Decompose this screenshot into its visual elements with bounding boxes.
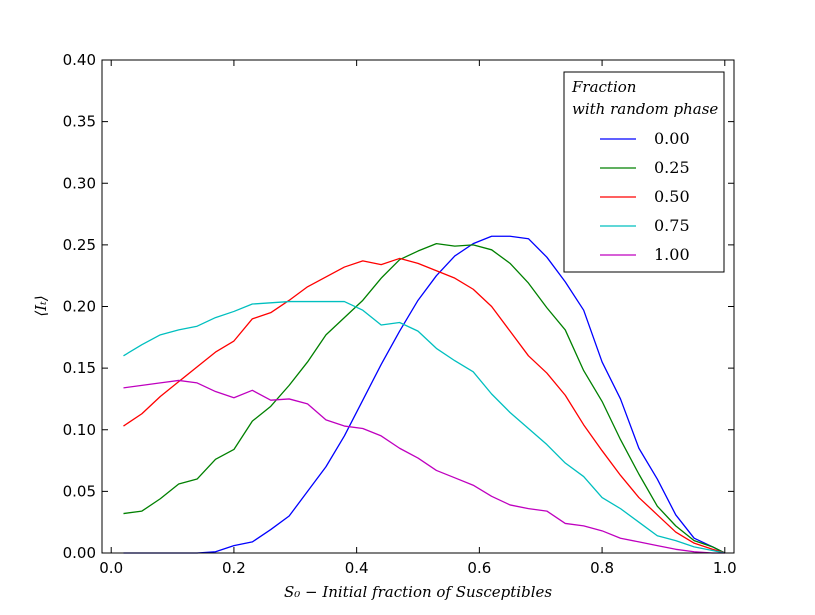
series-layer [123, 235, 726, 554]
legend-label-0.75: 0.75 [654, 216, 690, 235]
series-line-0.25 [123, 242, 726, 554]
x-tick-label: 0.8 [590, 559, 614, 577]
legend-title-line-1: Fraction [571, 78, 636, 96]
x-axis-label: S₀ − Initial fraction of Susceptibles [284, 583, 552, 601]
series-line-0.50 [123, 257, 725, 554]
legend-label-0.25: 0.25 [654, 158, 690, 177]
x-tick-label: 0.2 [222, 559, 246, 577]
x-tick-label: 0.0 [99, 559, 123, 577]
legend-box [563, 71, 725, 273]
y-tick-label: 0.00 [63, 544, 96, 562]
y-tick-label: 0.30 [63, 174, 96, 192]
y-tick-label: 0.25 [63, 236, 96, 254]
y-tick-label: 0.10 [63, 421, 96, 439]
y-tick-label: 0.35 [63, 113, 96, 131]
series-line-1.00 [123, 379, 725, 554]
y-tick-label: 0.20 [63, 298, 96, 316]
legend-label-0.50: 0.50 [654, 187, 690, 206]
ticks-layer: 0.0 0.2 0.4 0.6 0.8 1.0 0.00 0.05 0.10 0.15 0.20 0.… [63, 51, 737, 577]
x-tick-label: 1.0 [713, 559, 737, 577]
y-tick-label: 0.15 [63, 359, 96, 377]
y-tick-label: 0.40 [63, 51, 96, 69]
y-tick-label: 0.05 [63, 482, 96, 500]
x-tick-label: 0.4 [345, 559, 369, 577]
legend-label-0.00: 0.00 [654, 129, 690, 148]
legend-title-line-2: with random phase [572, 100, 718, 118]
legend: Fraction with random phase 0.000.250.500… [563, 71, 725, 273]
y-axis-label: ⟨Iₜ⟩ [32, 295, 50, 316]
series-line-0.75 [123, 300, 725, 554]
legend-label-1.00: 1.00 [654, 245, 690, 264]
series-line-0.00 [123, 235, 726, 554]
x-tick-label: 0.6 [467, 559, 491, 577]
legend-entries: 0.00 0.25 0.50 0.75 1.00 [600, 129, 690, 264]
